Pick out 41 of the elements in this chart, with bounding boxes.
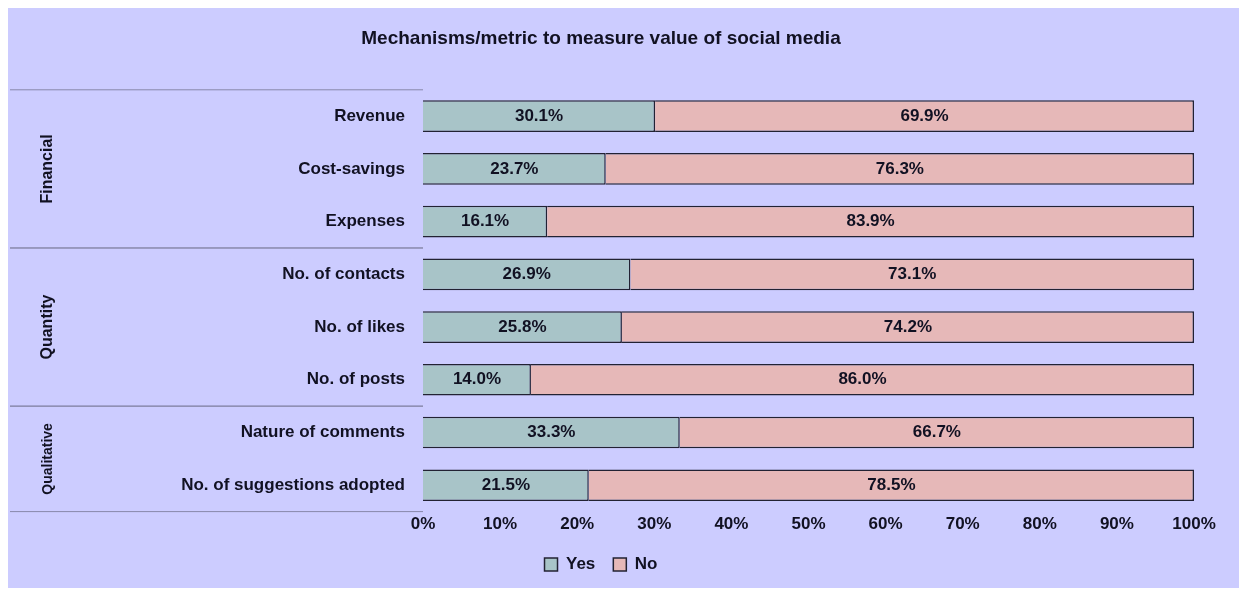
data-label: 78.5% [867,474,916,494]
x-tick-label: 60% [868,514,903,534]
y-tick-label: Revenue [334,105,405,125]
x-tick-label: 10% [483,514,518,534]
data-label: 30.1% [514,105,564,125]
data-label: 16.1% [460,211,510,231]
data-label: 69.9% [900,105,949,125]
y-tick-label: Cost-savings [298,158,405,178]
data-label: 74.2% [883,316,933,336]
y-tick-label: No. of suggestions adopted [181,474,405,494]
data-label: 23.7% [490,158,539,178]
text: Qualitative [38,422,55,495]
y-tick-label: No. of posts [306,369,405,389]
chart-title: Mechanisms/metric to measure value of social media [361,26,842,48]
x-tick-label: 100% [1172,514,1216,534]
x-tick-label: 30% [637,514,672,534]
x-tick-label: 50% [791,514,826,534]
data-label: 86.0% [838,369,887,389]
y-tick-label: No. of likes [314,316,405,336]
data-label: 33.3% [527,422,576,442]
data-label: 66.7% [912,422,961,442]
data-label: 76.3% [875,158,924,178]
legend-label: Yes [566,554,596,574]
x-tick-label: 90% [1099,514,1134,534]
x-tick-label: 20% [560,514,595,534]
data-label: 21.5% [481,474,530,494]
data-label: 26.9% [502,264,551,284]
data-label: 73.1% [888,264,937,284]
x-tick-label: 70% [945,514,980,534]
text: Quantity [38,294,56,360]
x-tick-label: 80% [1022,514,1057,534]
text: Financial [38,134,56,204]
x-tick-label: 40% [714,514,749,534]
data-label: 25.8% [498,316,547,336]
data-label: 83.9% [846,211,895,231]
y-tick-label: Expenses [325,211,405,231]
y-tick-label: No. of contacts [282,264,405,284]
data-label: 14.0% [452,369,502,389]
x-tick-label: 0% [410,514,436,534]
legend-label: No [634,554,658,574]
y-tick-label: Nature of comments [240,422,405,442]
